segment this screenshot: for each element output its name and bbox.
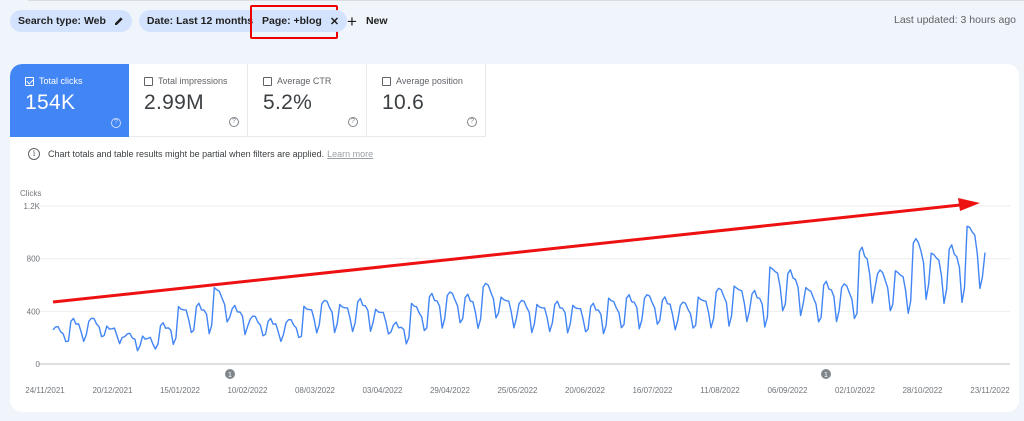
- clicks-line-chart: 0 400 800 1.2K Clicks 24/11/2021 20/12/2021 15…: [20, 189, 1010, 395]
- checkbox-icon[interactable]: [382, 76, 391, 86]
- top-divider: [28, 0, 1024, 1]
- trend-arrow: [52, 198, 980, 304]
- help-icon[interactable]: ?: [229, 117, 239, 127]
- metric-total-clicks[interactable]: Total clicks 154K ?: [10, 64, 129, 137]
- y-tick-label: 400: [27, 307, 41, 316]
- x-tick-label: 16/07/2022: [632, 386, 673, 395]
- x-tick-label: 28/10/2022: [902, 386, 943, 395]
- x-tick-label: 03/04/2022: [362, 386, 403, 395]
- last-updated: Last updated: 3 hours ago: [893, 14, 1016, 26]
- y-tick-label: 0: [36, 360, 41, 369]
- metric-value: 154K: [25, 91, 76, 114]
- plus-icon: +: [347, 11, 357, 31]
- metric-label: Average CTR: [277, 76, 332, 86]
- clicks-series-line[interactable]: [52, 225, 986, 352]
- close-icon[interactable]: ✕: [329, 15, 340, 28]
- info-icon: i: [28, 148, 40, 160]
- help-icon[interactable]: ?: [111, 118, 121, 128]
- filter-bar: Search type: Web Date: Last 12 months: [10, 10, 286, 32]
- x-tick-label: 06/09/2022: [767, 386, 808, 395]
- metric-value: 2.99M: [144, 91, 204, 114]
- metric-label: Total impressions: [158, 76, 228, 86]
- help-icon[interactable]: ?: [467, 117, 477, 127]
- chip-label: Search type: Web: [18, 15, 106, 27]
- metric-label: Total clicks: [39, 76, 83, 86]
- x-tick-label: 02/10/2022: [835, 386, 876, 395]
- chip-label: Page: +blog: [262, 15, 322, 27]
- metric-total-impressions[interactable]: Total impressions 2.99M ?: [129, 64, 248, 137]
- x-tick-label: 20/12/2021: [92, 386, 133, 395]
- y-tick-label: 800: [27, 255, 41, 264]
- y-axis-label: Clicks: [20, 189, 41, 198]
- filter-chip-search-type[interactable]: Search type: Web: [10, 10, 132, 32]
- help-icon[interactable]: ?: [348, 117, 358, 127]
- new-filter-label: New: [365, 15, 388, 27]
- checkbox-icon[interactable]: [144, 76, 153, 86]
- y-tick-label: 1.2K: [24, 202, 41, 211]
- x-tick-label: 10/02/2022: [227, 386, 268, 395]
- filter-chip-date[interactable]: Date: Last 12 months: [138, 10, 280, 32]
- metric-average-ctr[interactable]: Average CTR 5.2% ?: [248, 64, 367, 137]
- filter-chip-page[interactable]: Page: +blog ✕: [254, 10, 348, 32]
- notice-text: Chart totals and table results might be …: [48, 149, 325, 159]
- x-tick-label: 24/11/2021: [25, 386, 65, 395]
- pencil-icon[interactable]: [114, 16, 124, 26]
- checkbox-icon[interactable]: [263, 76, 272, 86]
- x-tick-label: 11/08/2022: [700, 386, 740, 395]
- x-tick-label: 23/11/2022: [970, 386, 1010, 395]
- x-tick-label: 29/04/2022: [430, 386, 471, 395]
- checkbox-checked-icon[interactable]: [25, 76, 34, 86]
- metric-value: 5.2%: [263, 91, 313, 114]
- svg-text:1: 1: [824, 372, 828, 379]
- svg-text:1: 1: [228, 372, 232, 379]
- annotation-marker[interactable]: [821, 369, 831, 379]
- x-tick-label: 08/03/2022: [295, 386, 336, 395]
- metric-tabs: Total clicks 154K ? Total impressions 2.…: [10, 64, 486, 137]
- metric-average-position[interactable]: Average position 10.6 ?: [367, 64, 486, 137]
- chip-label: Date: Last 12 months: [146, 15, 254, 27]
- y-axis: 0 400 800 1.2K Clicks: [20, 189, 41, 369]
- x-tick-label: 15/01/2022: [160, 386, 201, 395]
- x-tick-label: 25/05/2022: [497, 386, 538, 395]
- chart-grid: [38, 205, 1010, 365]
- filter-notice: i Chart totals and table results might b…: [28, 148, 373, 160]
- x-tick-label: 20/06/2022: [565, 386, 606, 395]
- new-filter-button[interactable]: + New: [347, 10, 388, 32]
- learn-more-link[interactable]: Learn more: [327, 149, 374, 159]
- annotation-marker[interactable]: [225, 369, 235, 379]
- performance-card: Total clicks 154K ? Total impressions 2.…: [10, 64, 1019, 412]
- metric-label: Average position: [396, 76, 463, 86]
- x-axis: 24/11/2021 20/12/2021 15/01/2022 10/02/2022…: [25, 386, 1010, 395]
- metric-value: 10.6: [382, 91, 425, 114]
